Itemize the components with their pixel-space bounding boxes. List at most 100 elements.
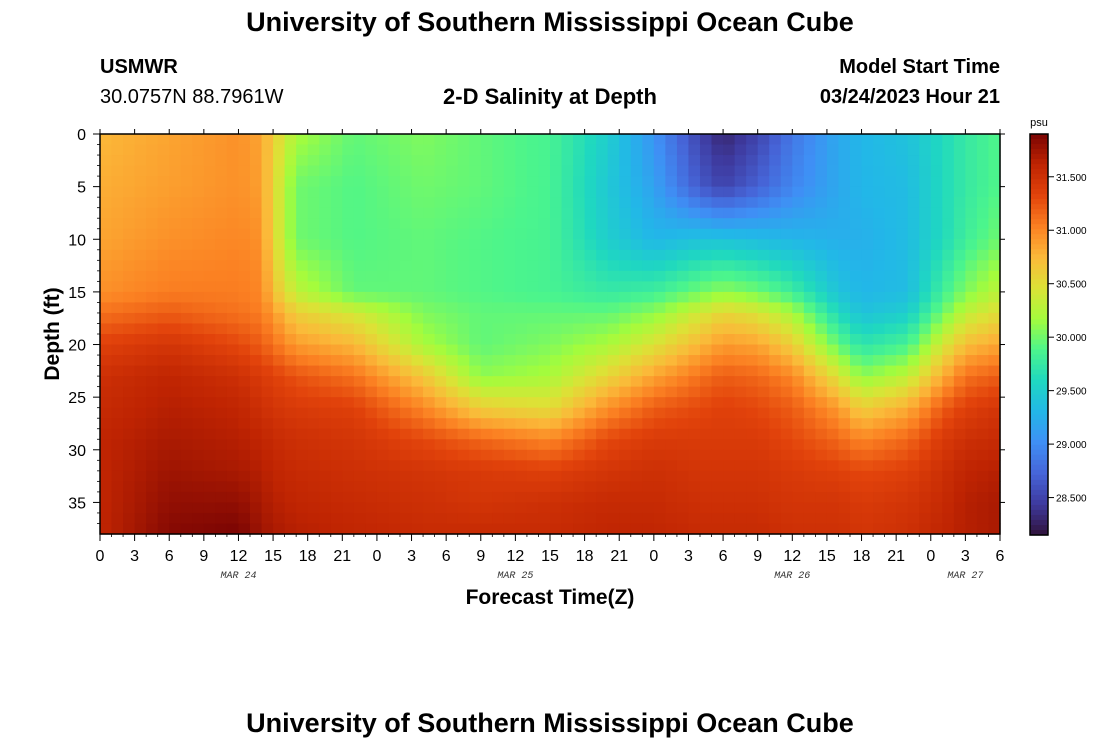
heatmap-cell — [526, 134, 540, 146]
heatmap-cell — [769, 481, 782, 493]
heatmap-cell — [192, 249, 205, 261]
heatmap-cell — [688, 218, 701, 230]
heatmap-cell — [642, 134, 655, 146]
heatmap-cell — [550, 344, 563, 356]
heatmap-cell — [653, 365, 666, 377]
heatmap-cell — [584, 481, 597, 493]
heatmap-cell — [976, 334, 990, 346]
heatmap-cell — [330, 449, 343, 461]
heatmap-cell — [815, 418, 828, 430]
heatmap-cell — [423, 470, 436, 482]
heatmap-cell — [192, 460, 205, 472]
heatmap-cell — [965, 134, 978, 146]
heatmap-cell — [619, 176, 632, 188]
heatmap-cell — [157, 144, 170, 156]
heatmap-cell — [723, 334, 736, 346]
x-tick-label: 12 — [230, 548, 248, 565]
heatmap-cell — [676, 460, 690, 472]
heatmap-cell — [907, 334, 920, 346]
heatmap-cell — [296, 491, 309, 504]
heatmap-cell — [746, 134, 759, 146]
heatmap-cell — [988, 512, 1001, 525]
heatmap-cell — [607, 249, 620, 261]
heatmap-cell — [884, 334, 897, 346]
heatmap-cell — [907, 323, 920, 335]
heatmap-cell — [319, 460, 332, 472]
heatmap-cell — [388, 397, 401, 409]
heatmap-cell — [896, 407, 909, 419]
x-tick-label: 15 — [818, 548, 836, 565]
x-tick-label: 6 — [165, 548, 174, 565]
heatmap-cell — [273, 334, 286, 346]
heatmap-cell — [365, 144, 378, 156]
heatmap-cell — [446, 355, 459, 367]
heatmap-cell — [653, 323, 666, 335]
heatmap-cell — [480, 218, 493, 230]
heatmap-cell — [930, 512, 943, 525]
heatmap-cell — [607, 134, 620, 146]
heatmap-cell — [688, 302, 701, 314]
heatmap-cell — [100, 323, 113, 335]
heatmap-cell — [134, 460, 147, 472]
heatmap-cell — [400, 176, 413, 188]
heatmap-cell — [538, 176, 551, 188]
heatmap-cell — [538, 134, 551, 146]
heatmap-cell — [850, 386, 863, 398]
heatmap-cell — [261, 428, 274, 440]
heatmap-cell — [192, 407, 205, 419]
heatmap-cell — [273, 470, 286, 482]
heatmap-cell — [919, 386, 932, 398]
heatmap-cell — [734, 144, 747, 156]
heatmap-cell — [226, 502, 240, 514]
heatmap-cell — [250, 302, 263, 314]
heatmap-cell — [619, 218, 632, 230]
heatmap-cell — [711, 344, 724, 356]
heatmap-cell — [353, 144, 366, 156]
heatmap-cell — [434, 176, 447, 188]
heatmap-cell — [873, 134, 886, 146]
heatmap-cell — [850, 207, 863, 219]
heatmap-cell — [976, 439, 990, 451]
heatmap-cell — [123, 186, 136, 198]
heatmap-cell — [157, 428, 170, 440]
heatmap-cell — [734, 176, 747, 188]
heatmap-cell — [803, 144, 816, 156]
heatmap-cell — [365, 397, 378, 409]
heatmap-cell — [884, 386, 897, 398]
heatmap-cell — [561, 470, 574, 482]
heatmap-cell — [273, 270, 286, 282]
heatmap-cell — [434, 165, 447, 177]
heatmap-cell — [584, 344, 597, 356]
heatmap-cell — [215, 312, 228, 325]
heatmap-cell — [250, 281, 263, 293]
heatmap-cell — [711, 302, 724, 314]
heatmap-cell — [907, 260, 920, 272]
heatmap-cell — [123, 481, 136, 493]
heatmap-cell — [492, 523, 505, 535]
heatmap-cell — [734, 197, 747, 209]
heatmap-cell — [503, 312, 516, 325]
heatmap-cell — [665, 302, 678, 314]
heatmap-cell — [930, 197, 943, 209]
heatmap-cell — [573, 144, 586, 156]
heatmap-cell — [688, 197, 701, 209]
heatmap-cell — [296, 460, 309, 472]
heatmap-cell — [296, 155, 309, 167]
heatmap-cell — [226, 144, 240, 156]
heatmap-cell — [146, 512, 159, 525]
heatmap-cell — [711, 376, 724, 388]
heatmap-cell — [873, 165, 886, 177]
heatmap-cell — [550, 144, 563, 156]
heatmap-cell — [907, 218, 920, 230]
heatmap-cell — [896, 312, 909, 325]
heatmap-cell — [988, 502, 1001, 514]
heatmap-cell — [446, 176, 459, 188]
page-title: University of Southern Mississippi Ocean… — [246, 7, 854, 37]
heatmap-cell — [400, 460, 413, 472]
heatmap-cell — [319, 449, 332, 461]
heatmap-cell — [376, 291, 390, 304]
heatmap-cell — [423, 523, 436, 535]
heatmap-cell — [826, 460, 840, 472]
heatmap-cell — [284, 449, 297, 461]
heatmap-cell — [180, 439, 193, 451]
